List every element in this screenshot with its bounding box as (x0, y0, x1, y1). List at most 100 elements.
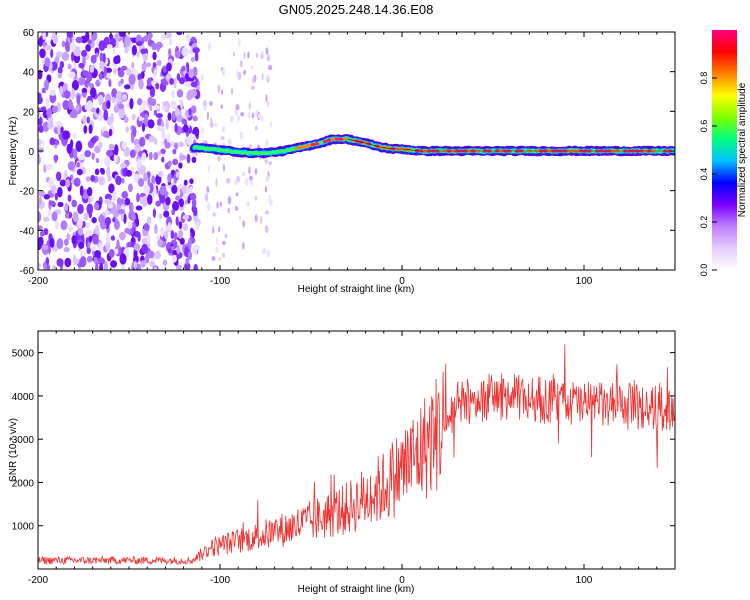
spectrogram-panel: -200 -100 0 100 60 40 20 0 -20 -40 -60 Height of s… (8, 28, 676, 295)
noise-blob (38, 236, 44, 247)
noise-blob (123, 213, 127, 224)
noise-blob (64, 212, 70, 219)
noise-blob (106, 100, 111, 109)
noise-streak (206, 186, 210, 194)
noise-blob (63, 246, 70, 253)
noise-blob (183, 179, 188, 186)
noise-blob (153, 68, 158, 79)
noise-blob (86, 186, 93, 197)
noise-blob (182, 124, 189, 133)
noise-blob (108, 128, 113, 137)
noise-blob (57, 186, 63, 198)
noise-blob (64, 257, 72, 268)
colorbar-tick-label: 0.2 (699, 216, 709, 229)
noise-blob (167, 247, 172, 254)
noise-blob (147, 119, 155, 129)
noise-blob (156, 235, 161, 241)
noise-blob (76, 162, 80, 168)
spectrogram-axes: -200 -100 0 100 60 40 20 0 -20 -40 -60 (20, 28, 676, 287)
noise-blob (117, 69, 125, 78)
noise-blob (84, 150, 92, 158)
noise-blob (136, 98, 143, 106)
spectrogram-ytick-label: -20 (20, 187, 35, 198)
noise-blob (91, 136, 97, 144)
noise-blob (49, 237, 55, 248)
noise-blob (38, 211, 42, 223)
noise-blob (155, 82, 160, 90)
noise-blob (85, 229, 93, 237)
noise-blob (106, 43, 113, 50)
noise-blob (151, 42, 158, 51)
spectrogram-ylabel: Frequency (Hz) (8, 117, 19, 186)
noise-blob (191, 198, 197, 208)
noise-blob (83, 125, 88, 134)
noise-blob (56, 258, 64, 267)
noise-streak (227, 138, 232, 146)
noise-blob (115, 175, 122, 186)
noise-streak (227, 195, 232, 205)
noise-blob (91, 217, 97, 224)
noise-blob (147, 250, 155, 259)
noise-blob (105, 72, 112, 79)
noise-blob (38, 147, 45, 154)
snr-xlabel: Height of straight line (km) (298, 584, 415, 595)
noise-blob (163, 210, 170, 218)
noise-blob (104, 216, 112, 226)
colorbar-ticks: 0.0 0.2 0.4 0.6 0.8 (699, 72, 717, 276)
noise-blob (128, 73, 136, 86)
noise-blob (157, 171, 164, 178)
noise-blob (63, 238, 69, 246)
noise-streak (237, 71, 242, 81)
noise-blob (146, 233, 151, 244)
noise-blob (81, 49, 88, 58)
noise-blob (190, 133, 196, 140)
noise-blob (187, 76, 195, 82)
noise-blob (141, 62, 147, 72)
noise-streak (234, 206, 239, 211)
ridge-core (330, 137, 336, 141)
spectrogram-xtick-label: -200 (28, 276, 48, 287)
noise-blob (87, 241, 91, 249)
noise-blob (49, 89, 56, 96)
noise-streak (224, 233, 228, 239)
noise-blob (189, 227, 194, 235)
noise-streak (201, 127, 204, 134)
noise-blob (165, 118, 169, 130)
noise-streak (220, 104, 223, 109)
noise-blob (136, 158, 142, 169)
noise-streak (265, 94, 268, 103)
noise-blob (50, 48, 54, 58)
noise-blob (73, 148, 78, 160)
noise-blob (119, 162, 127, 169)
noise-blob (72, 211, 79, 223)
noise-blob (170, 140, 175, 149)
noise-blob (161, 133, 166, 140)
noise-streak (243, 69, 247, 76)
noise-blob (91, 152, 95, 160)
noise-streak (222, 240, 226, 246)
noise-blob (141, 243, 149, 254)
noise-blob (110, 112, 114, 124)
noise-blob (181, 185, 187, 194)
noise-blob (41, 139, 45, 146)
noise-blob (73, 254, 77, 266)
ridge-core (306, 143, 312, 148)
noise-blob (110, 260, 118, 268)
noise-blob (178, 98, 183, 106)
noise-blob (41, 87, 46, 94)
noise-blob (114, 218, 119, 227)
noise-blob (75, 36, 83, 44)
noise-streak (227, 207, 230, 214)
noise-blob (89, 65, 95, 73)
noise-blob (160, 148, 166, 155)
noise-blob (96, 107, 100, 114)
noise-blob (116, 239, 120, 251)
noise-blob (167, 48, 172, 57)
noise-streak (206, 111, 209, 121)
noise-blob (175, 216, 179, 226)
noise-blob (86, 116, 90, 124)
noise-blob (171, 209, 175, 216)
noise-blob (124, 227, 131, 234)
noise-blob (120, 78, 124, 85)
noise-streak (260, 54, 264, 60)
